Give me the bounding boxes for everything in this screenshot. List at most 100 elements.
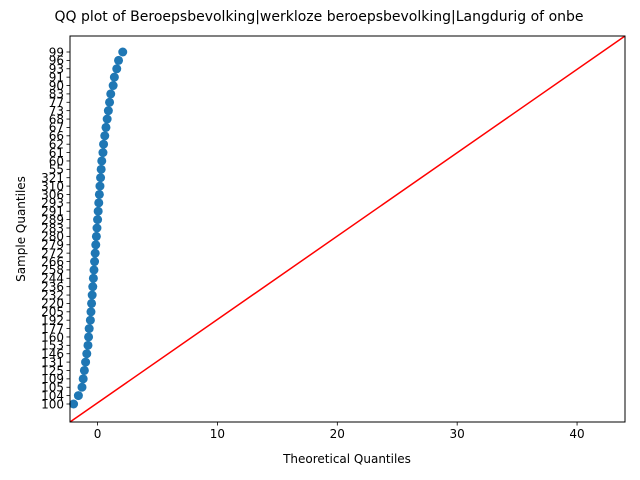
y-tick-label: 177 <box>41 322 64 336</box>
reference-line-layer <box>69 35 626 423</box>
data-point <box>91 231 101 241</box>
data-point <box>92 223 102 233</box>
x-axis-title: Theoretical Quantiles <box>282 452 411 466</box>
x-axis-ticks: 0 10 20 30 40 <box>94 422 585 441</box>
data-point <box>90 248 100 258</box>
data-point <box>106 89 116 99</box>
data-point <box>93 215 103 225</box>
y-tick-label: 131 <box>41 355 64 369</box>
x-tick-label: 40 <box>569 427 584 441</box>
y-tick-label: 153 <box>41 339 64 353</box>
data-point <box>84 324 94 334</box>
data-point <box>100 131 110 141</box>
y-tick-label: 83 <box>49 87 64 101</box>
y-tick-label: 310 <box>41 179 64 193</box>
plot-frame <box>69 35 626 423</box>
y-tick-label: 66 <box>49 129 64 143</box>
data-point <box>99 139 109 149</box>
y-tick-label: 293 <box>41 196 64 210</box>
data-point <box>88 282 98 292</box>
y-tick-label: 279 <box>41 238 64 252</box>
data-point <box>89 265 99 275</box>
y-axis-title: Sample Quantiles <box>14 176 28 282</box>
y-tick-label: 283 <box>41 221 64 235</box>
data-point <box>94 198 104 208</box>
data-point <box>96 173 106 183</box>
data-point <box>101 122 111 132</box>
y-tick-label: 96 <box>49 54 64 68</box>
y-tick-label: 266 <box>41 255 64 269</box>
data-point <box>91 240 101 250</box>
data-point <box>94 189 104 199</box>
y-tick-label: 280 <box>41 230 64 244</box>
y-tick-label: 291 <box>41 205 64 219</box>
y-tick-label: 105 <box>41 381 64 395</box>
y-tick-label: 192 <box>41 313 64 327</box>
y-tick-label: 232 <box>41 288 64 302</box>
y-tick-label: 244 <box>41 272 64 286</box>
data-point <box>87 298 97 308</box>
y-tick-label: 60 <box>49 154 64 168</box>
y-tick-label: 68 <box>49 112 64 126</box>
data-point <box>108 81 118 91</box>
data-point <box>81 357 91 367</box>
reference-line <box>69 35 626 423</box>
y-tick-label: 93 <box>49 62 64 76</box>
data-point <box>86 307 96 317</box>
y-tick-label: 289 <box>41 213 64 227</box>
y-tick-label: 321 <box>41 171 64 185</box>
y-tick-label: 67 <box>49 121 64 135</box>
data-point <box>78 374 88 384</box>
y-tick-label: 160 <box>41 330 64 344</box>
y-tick-label: 258 <box>41 263 64 277</box>
y-tick-label: 109 <box>41 372 64 386</box>
y-tick-label: 220 <box>41 297 64 311</box>
y-tick-label: 100 <box>41 397 64 411</box>
y-tick-label: 104 <box>41 389 64 403</box>
chart-title: QQ plot of Beroepsbevolking|werkloze ber… <box>54 9 583 25</box>
y-tick-label: 146 <box>41 347 64 361</box>
data-point <box>83 340 93 350</box>
data-point <box>93 206 103 216</box>
data-point <box>88 273 98 283</box>
y-tick-label: 90 <box>49 79 64 93</box>
data-point <box>114 55 124 65</box>
y-tick-label: 99 <box>49 45 64 59</box>
y-tick-label: 77 <box>49 96 64 110</box>
data-point <box>103 106 113 116</box>
data-points-layer <box>69 47 128 409</box>
x-tick-label: 10 <box>210 427 225 441</box>
y-tick-label: 306 <box>41 188 64 202</box>
x-tick-label: 0 <box>94 427 102 441</box>
y-tick-label: 73 <box>49 104 64 118</box>
x-tick-label: 20 <box>330 427 345 441</box>
data-point <box>109 72 119 82</box>
data-point <box>95 181 105 191</box>
data-point <box>87 290 97 300</box>
y-tick-label: 236 <box>41 280 64 294</box>
data-point <box>85 315 95 325</box>
y-tick-label: 61 <box>49 146 64 160</box>
data-point <box>77 382 87 392</box>
data-point <box>69 399 79 409</box>
y-tick-label: 125 <box>41 364 64 378</box>
x-tick-label: 30 <box>450 427 465 441</box>
y-tick-label: 205 <box>41 305 64 319</box>
data-point <box>102 114 112 124</box>
data-point <box>84 332 94 342</box>
data-point <box>118 47 128 57</box>
y-tick-label: 272 <box>41 246 64 260</box>
y-tick-label: 55 <box>49 163 64 177</box>
y-tick-label: 62 <box>49 137 64 151</box>
data-point <box>97 156 107 166</box>
data-point <box>82 349 92 359</box>
data-point <box>112 64 122 74</box>
y-axis-ticks: 1001041051091251311461531601771922052202… <box>41 45 70 411</box>
y-tick-label: 91 <box>49 70 64 84</box>
data-point <box>105 97 115 107</box>
data-point <box>73 391 83 401</box>
data-point <box>96 164 106 174</box>
data-point <box>79 365 89 375</box>
data-point <box>98 148 108 158</box>
